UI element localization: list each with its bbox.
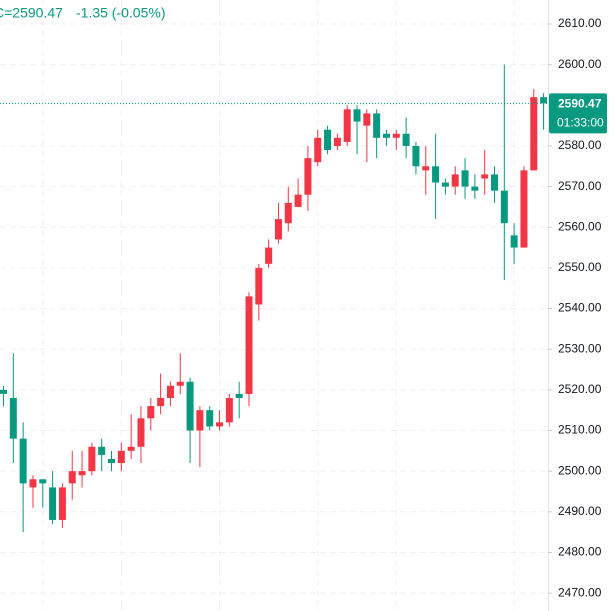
candle-body	[39, 479, 47, 484]
y-tick-label: 2530.00	[558, 341, 602, 355]
y-tick-label: 2480.00	[558, 545, 602, 559]
candle-body	[461, 170, 469, 187]
change-label: -1.35 (-0.05%)	[76, 5, 165, 21]
candle-body	[481, 174, 489, 179]
candle-body	[137, 418, 145, 447]
candle-body	[471, 186, 479, 191]
candle-body	[510, 235, 518, 248]
candle-body	[520, 170, 528, 248]
candle-body	[382, 133, 390, 138]
candle-body	[88, 446, 96, 472]
candle-body	[441, 182, 449, 187]
y-tick-label: 2540.00	[558, 301, 602, 315]
y-tick-label: 2490.00	[558, 504, 602, 518]
candle-body	[265, 247, 273, 264]
candle-body	[49, 487, 57, 520]
y-tick-label: 2560.00	[558, 219, 602, 233]
candle-body	[412, 145, 420, 167]
candle-body	[392, 133, 400, 138]
candle-body	[274, 219, 282, 240]
candle-body	[363, 113, 371, 126]
y-tick-label: 2510.00	[558, 423, 602, 437]
candle-body	[235, 393, 243, 398]
candle-body	[314, 137, 322, 163]
candle-body	[432, 166, 440, 183]
candle-body	[294, 194, 302, 207]
candle-body	[117, 450, 125, 464]
candle-body	[68, 471, 76, 484]
candle-body	[19, 438, 27, 484]
candle-body	[451, 174, 459, 187]
y-tick-label: 2520.00	[558, 382, 602, 396]
candle-body	[225, 397, 233, 423]
candle-body	[9, 397, 17, 439]
candle-body	[196, 410, 204, 431]
candle-body	[245, 296, 253, 394]
candle-body	[98, 446, 106, 455]
last-price-label: 2590.47	[558, 97, 602, 111]
candle-body	[0, 389, 7, 394]
countdown-label: 01:33:00	[557, 116, 604, 130]
candle-body	[255, 267, 263, 305]
candle-body	[284, 202, 292, 224]
candle-body	[29, 479, 37, 488]
candle-body	[157, 397, 165, 407]
candle-body	[373, 113, 381, 138]
last-price-box	[549, 93, 607, 134]
y-tick-label: 2470.00	[558, 585, 602, 599]
candle-body	[166, 385, 174, 398]
candle-body	[422, 166, 430, 171]
y-tick-label: 2550.00	[558, 260, 602, 274]
candle-body	[147, 406, 155, 419]
candle-body	[176, 381, 184, 386]
candle-body	[491, 174, 498, 191]
plot-area	[0, 0, 548, 611]
candle-body	[333, 137, 341, 146]
candle-body	[58, 487, 66, 520]
candle-body	[402, 133, 410, 146]
candle-body	[324, 129, 332, 151]
candle-body	[353, 109, 361, 122]
candle-body	[540, 97, 548, 104]
candle-body	[530, 97, 538, 171]
candle-body	[206, 410, 214, 427]
candle-body	[304, 158, 312, 195]
y-tick-label: 2570.00	[558, 179, 602, 193]
candle-body	[500, 190, 508, 224]
y-tick-label: 2580.00	[558, 138, 602, 152]
candle-body	[343, 109, 351, 142]
candle-body	[186, 381, 194, 431]
candle-body	[78, 471, 86, 476]
close-label: C=2590.47	[0, 5, 63, 21]
y-tick-label: 2610.00	[558, 16, 602, 30]
y-tick-label: 2500.00	[558, 463, 602, 477]
y-tick-label: 2600.00	[558, 57, 602, 71]
candle-body	[127, 446, 135, 451]
candle-body	[216, 422, 224, 427]
candle-body	[108, 458, 116, 464]
